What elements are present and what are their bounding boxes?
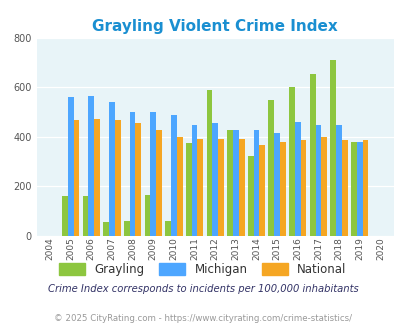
Bar: [109, 102, 115, 236]
Bar: [335, 124, 341, 236]
Bar: [273, 133, 279, 236]
Bar: [185, 143, 191, 236]
Bar: [350, 142, 356, 236]
Bar: [197, 139, 202, 236]
Bar: [253, 130, 259, 236]
Bar: [320, 137, 326, 236]
Bar: [156, 130, 162, 236]
Bar: [73, 120, 79, 236]
Bar: [150, 112, 156, 236]
Bar: [356, 142, 362, 236]
Bar: [124, 221, 129, 236]
Bar: [232, 130, 238, 236]
Legend: Grayling, Michigan, National: Grayling, Michigan, National: [55, 258, 350, 281]
Bar: [135, 123, 141, 236]
Bar: [206, 90, 212, 236]
Title: Grayling Violent Crime Index: Grayling Violent Crime Index: [92, 19, 337, 34]
Bar: [294, 122, 300, 236]
Bar: [171, 115, 176, 236]
Bar: [315, 124, 320, 236]
Bar: [330, 60, 335, 236]
Bar: [217, 139, 223, 236]
Bar: [212, 123, 217, 236]
Bar: [88, 96, 94, 236]
Bar: [238, 139, 244, 236]
Bar: [279, 142, 285, 236]
Bar: [362, 140, 367, 236]
Bar: [115, 120, 120, 236]
Bar: [341, 140, 347, 236]
Bar: [165, 221, 171, 236]
Bar: [247, 155, 253, 236]
Bar: [300, 140, 306, 236]
Bar: [227, 130, 232, 236]
Bar: [191, 124, 197, 236]
Bar: [144, 195, 150, 236]
Bar: [62, 196, 68, 236]
Bar: [94, 119, 100, 236]
Text: Crime Index corresponds to incidents per 100,000 inhabitants: Crime Index corresponds to incidents per…: [47, 284, 358, 294]
Bar: [309, 74, 315, 236]
Bar: [82, 196, 88, 236]
Bar: [259, 145, 264, 236]
Bar: [268, 100, 273, 236]
Bar: [129, 112, 135, 236]
Bar: [103, 222, 109, 236]
Bar: [176, 137, 182, 236]
Text: © 2025 CityRating.com - https://www.cityrating.com/crime-statistics/: © 2025 CityRating.com - https://www.city…: [54, 314, 351, 323]
Bar: [288, 87, 294, 236]
Bar: [68, 97, 73, 236]
